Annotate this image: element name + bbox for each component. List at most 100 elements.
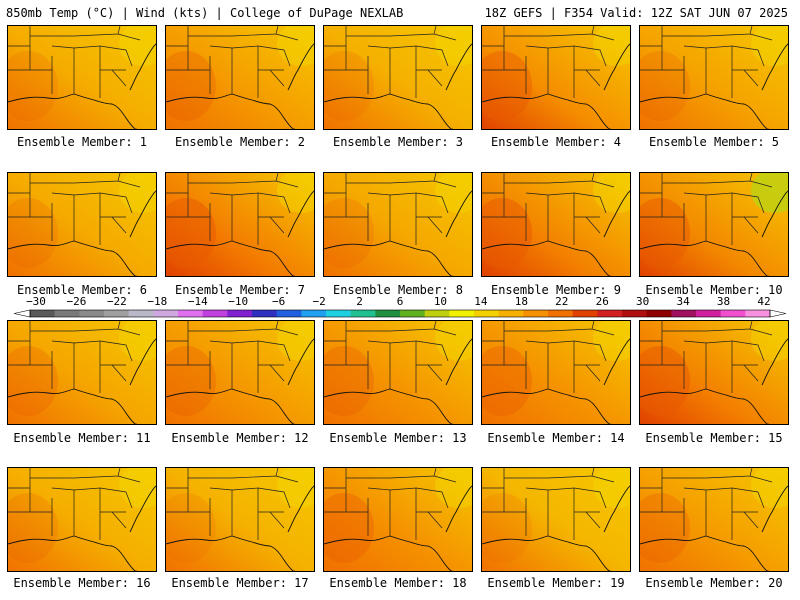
coastline <box>8 338 156 424</box>
lake-okeechobee <box>134 128 138 129</box>
colorbar-tick-label: 30 <box>636 295 650 308</box>
colorbar-segment <box>153 310 179 317</box>
colorbar-high-arrow <box>769 309 787 318</box>
temperature-map <box>324 173 472 276</box>
colorbar-segment <box>375 310 401 317</box>
colorbar-segment <box>301 310 327 317</box>
temperature-map <box>482 468 630 571</box>
lake-okeechobee <box>766 423 770 424</box>
coastline <box>166 485 314 571</box>
coastline <box>166 190 314 276</box>
state-borders <box>8 321 141 393</box>
coastline <box>640 338 788 424</box>
temperature-map <box>8 321 156 424</box>
warm-anomaly <box>8 346 58 416</box>
state-borders <box>8 173 141 245</box>
warm-anomaly <box>166 51 216 121</box>
colorbar-segment <box>326 310 352 317</box>
temperature-field <box>324 173 472 276</box>
colorbar-segment <box>128 310 154 317</box>
ensemble-member-label: Ensemble Member: 14 <box>487 431 625 445</box>
warm-anomaly <box>166 346 216 416</box>
ensemble-map-panel <box>481 25 631 130</box>
lake-okeechobee <box>292 423 296 424</box>
ensemble-map-panel <box>323 25 473 130</box>
colorbar-tick-label: −26 <box>66 295 87 308</box>
lake-okeechobee <box>608 128 612 129</box>
temperature-map <box>8 468 156 571</box>
lake-okeechobee <box>608 570 612 571</box>
state-borders <box>640 173 773 245</box>
ensemble-map-panel <box>639 320 789 425</box>
temperature-map <box>640 173 788 276</box>
lake-okeechobee <box>292 570 296 571</box>
warm-anomaly <box>166 493 216 563</box>
coastline <box>482 43 630 129</box>
colorbar-segment <box>79 310 105 317</box>
warm-anomaly <box>166 198 216 268</box>
lake-okeechobee <box>608 423 612 424</box>
colorbar-svg <box>13 309 787 318</box>
temperature-map <box>166 26 314 129</box>
temperature-field <box>8 173 156 276</box>
colorbar-segment <box>498 310 524 317</box>
colorbar-segment <box>572 310 598 317</box>
coastline <box>8 43 156 129</box>
warm-anomaly <box>482 198 532 268</box>
coastline <box>640 190 788 276</box>
colorbar-segment <box>104 310 130 317</box>
coastline <box>640 485 788 571</box>
warm-anomaly <box>8 198 58 268</box>
lake-okeechobee <box>450 275 454 276</box>
temperature-field <box>640 26 788 129</box>
colorbar-segment <box>449 310 475 317</box>
state-borders <box>324 321 457 393</box>
state-borders <box>166 26 299 98</box>
colorbar-tick-label: −2 <box>312 295 326 308</box>
state-borders <box>640 26 773 98</box>
state-borders <box>324 26 457 98</box>
ensemble-map-panel <box>165 467 315 572</box>
temperature-field <box>482 321 630 424</box>
ensemble-member-label: Ensemble Member: 4 <box>490 135 622 149</box>
ensemble-map-panel <box>165 25 315 130</box>
colorbar-segment <box>202 310 228 317</box>
coastline <box>324 338 472 424</box>
temperature-map <box>482 173 630 276</box>
warm-anomaly <box>640 198 690 268</box>
ensemble-map-panel <box>7 467 157 572</box>
ensemble-member-label: Ensemble Member: 9 <box>490 283 622 297</box>
temperature-map <box>166 468 314 571</box>
colorbar-tick-label: −30 <box>26 295 46 308</box>
state-borders <box>324 468 457 540</box>
coastline <box>8 485 156 571</box>
warm-anomaly <box>324 493 374 563</box>
warm-anomaly <box>482 493 532 563</box>
header-title: 850mb Temp (°C) | Wind (kts) | College o… <box>6 6 404 20</box>
temperature-field <box>324 26 472 129</box>
colorbar-segment <box>474 310 500 317</box>
warm-anomaly <box>324 51 374 121</box>
colorbar-segment <box>548 310 574 317</box>
warm-anomaly <box>482 346 532 416</box>
colorbar-tick-label: −22 <box>106 295 127 308</box>
temperature-field <box>8 321 156 424</box>
ensemble-member-label: Ensemble Member: 8 <box>332 283 464 297</box>
lake-okeechobee <box>450 570 454 571</box>
ensemble-map-panel <box>323 172 473 277</box>
colorbar-segment <box>276 310 302 317</box>
temperature-map <box>482 26 630 129</box>
colorbar-segment <box>622 310 648 317</box>
ensemble-member-label: Ensemble Member: 17 <box>171 576 309 590</box>
coastline <box>8 190 156 276</box>
temperature-field <box>324 321 472 424</box>
colorbar-segment <box>745 310 771 317</box>
temperature-map <box>640 321 788 424</box>
lake-okeechobee <box>292 275 296 276</box>
colorbar-segment <box>400 310 426 317</box>
state-borders <box>482 173 615 245</box>
lake-okeechobee <box>134 275 138 276</box>
temperature-map <box>482 321 630 424</box>
ensemble-member-label: Ensemble Member: 11 <box>13 431 151 445</box>
colorbar-outline <box>29 309 771 318</box>
